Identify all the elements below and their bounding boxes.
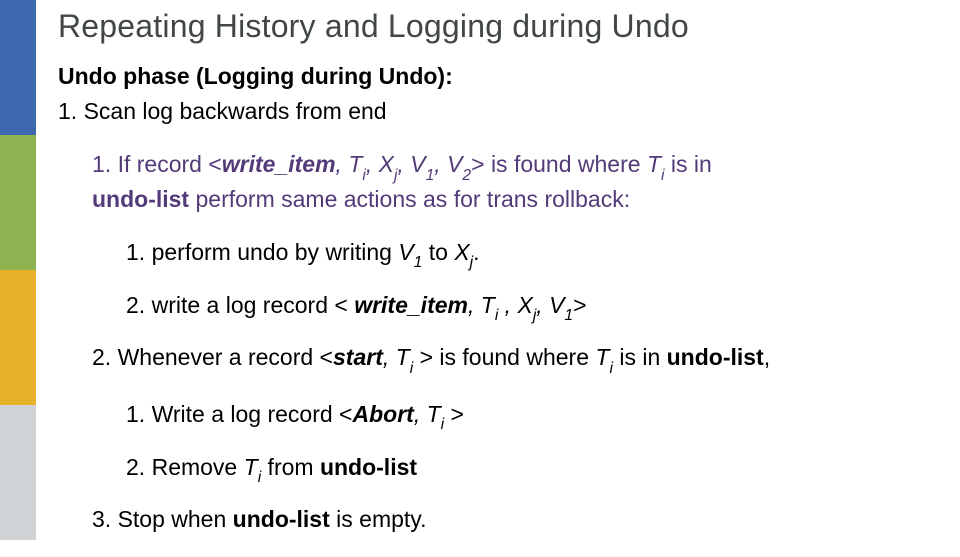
step-1-2-2: 2. Remove Ti from undo-list	[126, 452, 930, 487]
sidebar-seg-3	[0, 270, 36, 405]
step-1-2: 2. Whenever a record <start, Ti > is fou…	[92, 342, 930, 377]
sidebar-seg-2	[0, 135, 36, 270]
slide-title: Repeating History and Logging during Und…	[58, 8, 930, 45]
step-1-1-num: 1.	[92, 151, 111, 177]
sidebar-seg-4	[0, 405, 36, 540]
step-1-1-2: 2. write a log record < write_item, Ti ,…	[126, 290, 930, 325]
step-1-2-1: 1. Write a log record <Abort, Ti >	[126, 399, 930, 434]
step-1-1-1: 1. perform undo by writing V1 to Xj.	[126, 237, 930, 272]
sidebar-seg-1	[0, 0, 36, 135]
step-1-num: 1.	[58, 98, 77, 124]
step-1-text: Scan log backwards from end	[84, 98, 387, 124]
accent-sidebar	[0, 0, 36, 540]
phase-subtitle: Undo phase (Logging during Undo):	[58, 63, 930, 90]
step-1: 1. Scan log backwards from end	[58, 96, 930, 127]
slide-content: Repeating History and Logging during Und…	[58, 8, 930, 557]
step-1-1: 1. If record <write_item, Ti, Xj, V1, V2…	[92, 149, 930, 215]
step-1-3: 3. Stop when undo-list is empty.	[92, 504, 930, 535]
